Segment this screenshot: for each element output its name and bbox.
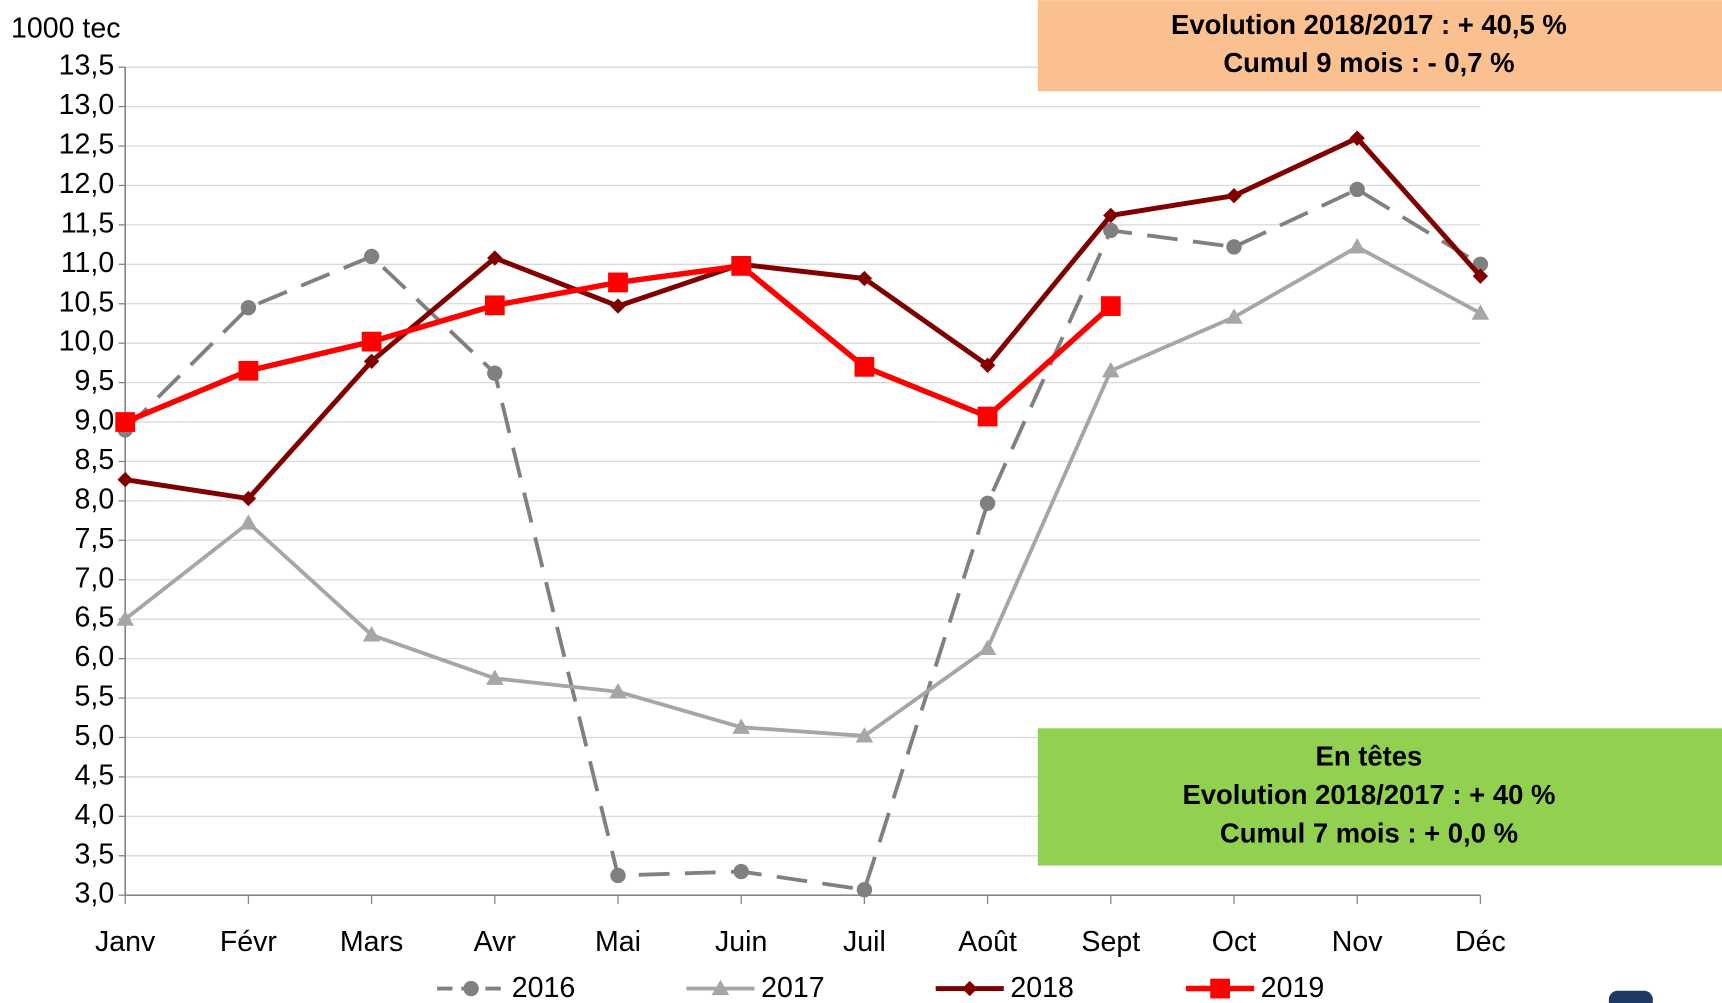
marker: [115, 412, 136, 432]
x-tick-label: Févr: [220, 926, 278, 958]
legend-label: 2017: [761, 972, 825, 1003]
annotation-box: [1037, 0, 1722, 92]
y-tick-label: 7,0: [75, 562, 115, 594]
y-tick-label: 11,0: [61, 247, 114, 279]
marker: [854, 356, 875, 377]
x-tick-label: Déc: [1455, 926, 1506, 958]
annotation-text: Evolution 2018/2017 : + 40,5 %: [1171, 9, 1567, 40]
marker: [240, 490, 257, 507]
marker: [855, 727, 874, 743]
y-tick-label: 10,0: [59, 326, 115, 358]
annotation-text: En têtes: [1316, 741, 1423, 772]
marker: [962, 980, 978, 997]
marker: [1471, 304, 1490, 320]
annotation-text: Evolution 2018/2017 : + 40 %: [1182, 779, 1555, 810]
marker: [609, 682, 627, 699]
y-tick-label: 4,0: [75, 799, 115, 831]
marker: [979, 495, 996, 511]
x-tick-label: Nov: [1332, 926, 1383, 958]
y-tick-label: 13,0: [59, 89, 115, 121]
marker: [486, 669, 504, 685]
marker: [1349, 130, 1365, 146]
series-line: [124, 135, 1483, 502]
x-tick-label: Juil: [843, 926, 886, 958]
marker: [1226, 188, 1242, 204]
marker: [117, 471, 133, 488]
y-tick-label: 12,5: [59, 129, 115, 161]
marker: [610, 867, 626, 884]
y-tick-label: 13,5: [59, 50, 115, 82]
marker: [1100, 296, 1121, 316]
marker: [733, 863, 749, 880]
x-tick-label: Avr: [474, 926, 517, 958]
marker: [731, 256, 752, 276]
marker: [978, 639, 997, 655]
marker: [1472, 268, 1489, 284]
marker: [1103, 207, 1119, 224]
x-tick-label: Oct: [1212, 926, 1256, 958]
x-tick-label: Mai: [595, 926, 641, 958]
marker: [856, 882, 873, 898]
marker: [1210, 978, 1230, 999]
y-tick-label: 6,0: [75, 641, 115, 673]
y-tick-label: 6,5: [75, 602, 115, 634]
y-tick-label: 3,0: [75, 878, 115, 910]
marker: [1103, 222, 1119, 239]
y-tick-label: 4,5: [75, 759, 115, 791]
marker: [238, 360, 259, 381]
marker: [977, 406, 998, 427]
marker: [1225, 308, 1243, 324]
y-tick-label: 12,0: [59, 168, 115, 200]
marker: [487, 365, 503, 381]
y-tick-label: 3,5: [75, 838, 115, 870]
marker: [361, 331, 382, 352]
marker: [240, 299, 257, 316]
y-tick-label: 5,0: [75, 720, 115, 752]
y-tick-label: 7,5: [75, 523, 115, 555]
y-tick-label: 8,5: [75, 444, 115, 476]
marker: [1348, 238, 1366, 254]
y-tick-label: 9,0: [75, 405, 115, 437]
legend-label: 2019: [1261, 972, 1325, 1003]
marker: [979, 357, 996, 373]
marker: [463, 980, 479, 997]
x-tick-label: Juin: [715, 926, 767, 958]
marker: [1102, 361, 1120, 378]
annotation-box: [1037, 728, 1722, 866]
marker: [116, 610, 134, 626]
marker: [363, 353, 380, 369]
y-tick-label: 8,0: [75, 483, 115, 515]
marker: [363, 248, 380, 265]
y-tick-label: 10,5: [59, 286, 115, 318]
y-axis-label: 1000 tec: [11, 12, 121, 44]
y-tick-label: 9,5: [75, 365, 115, 397]
legend-label: 2018: [1010, 972, 1074, 1003]
x-tick-label: Sept: [1081, 926, 1140, 958]
marker: [1226, 239, 1242, 255]
y-tick-label: 11,5: [61, 207, 114, 239]
marker: [732, 718, 750, 734]
marker: [608, 272, 628, 293]
marker: [856, 270, 873, 287]
x-tick-label: Mars: [340, 926, 403, 958]
x-tick-label: Janv: [95, 926, 156, 958]
series-line: [123, 187, 1482, 892]
marker: [711, 979, 730, 996]
annotation-text: Cumul 7 mois : + 0,0 %: [1220, 818, 1518, 849]
logo-icon: [1608, 990, 1653, 1003]
marker: [362, 626, 381, 642]
series-line: [124, 245, 1482, 738]
x-tick-label: Août: [958, 926, 1017, 958]
marker: [1349, 181, 1365, 198]
annotation-text: Cumul 9 mois : - 0,7 %: [1223, 47, 1514, 78]
y-tick-label: 5,5: [75, 681, 115, 713]
marker: [239, 514, 258, 530]
marker: [484, 295, 505, 316]
marker: [610, 298, 626, 314]
legend-label: 2016: [512, 972, 576, 1003]
